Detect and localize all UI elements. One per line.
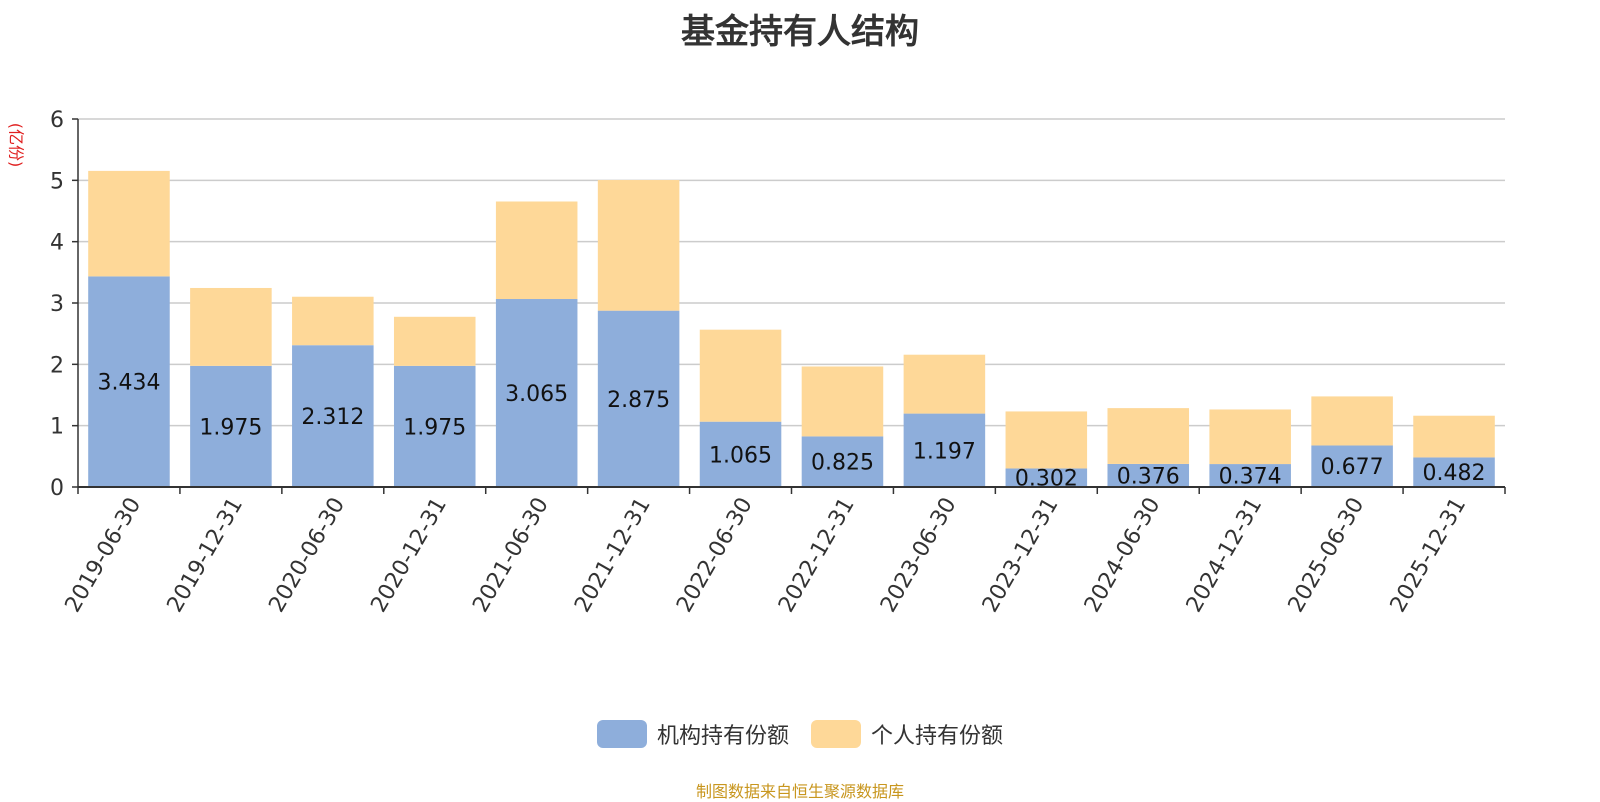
x-tick-label: 2020-06-30 [264, 494, 350, 617]
data-label-institutional: 1.197 [913, 439, 976, 464]
bar-individual [190, 287, 272, 366]
legend-swatch-institutional [596, 720, 647, 748]
x-tick-label: 2025-06-30 [1284, 494, 1370, 617]
bar-individual [1107, 408, 1190, 464]
data-label-institutional: 0.482 [1423, 461, 1486, 486]
bar-individual [903, 354, 986, 414]
legend-swatch-individual [811, 720, 861, 748]
data-label-institutional: 2.875 [607, 388, 670, 413]
data-label-institutional: 1.065 [709, 443, 772, 468]
bar-institutional [699, 421, 782, 487]
x-tick-label: 2019-12-31 [163, 494, 249, 617]
bar-institutional [393, 365, 476, 487]
legend-label-institutional: 机构持有份额 [656, 724, 789, 749]
bar-institutional [1005, 468, 1088, 487]
bar-individual [1209, 409, 1291, 465]
x-tick-label: 2023-12-31 [978, 494, 1064, 617]
bar-individual [393, 316, 476, 366]
bar-individual [597, 180, 680, 311]
x-tick-label: 2023-06-30 [876, 493, 962, 616]
x-tick-label: 2021-06-30 [468, 494, 554, 617]
bar-individual [699, 329, 782, 422]
bar-institutional [190, 365, 272, 487]
y-tick-label: 4 [50, 231, 64, 256]
bar-individual [1311, 396, 1393, 446]
y-tick-label: 1 [50, 415, 64, 440]
y-tick-label: 2 [50, 353, 64, 378]
data-label-institutional: 1.975 [199, 415, 262, 440]
y-tick-label: 3 [50, 292, 64, 317]
chart-legend: 机构持有份额 个人持有份额 [0, 718, 1600, 750]
bar-institutional [1311, 445, 1393, 487]
x-tick-label: 2022-12-31 [774, 494, 860, 617]
data-label-institutional: 0.376 [1117, 464, 1180, 489]
data-label-institutional: 3.434 [97, 371, 160, 396]
x-tick-label: 2024-06-30 [1080, 494, 1166, 617]
x-tick-label: 2022-06-30 [672, 494, 758, 617]
bar-institutional [1107, 463, 1190, 487]
bar-individual [801, 366, 884, 437]
legend-label-individual: 个人持有份额 [871, 724, 1004, 749]
x-tick-label: 2021-12-31 [570, 494, 656, 617]
bar-institutional [292, 345, 374, 487]
bar-institutional [903, 413, 986, 487]
bar-institutional [597, 310, 680, 487]
y-tick-label: 5 [50, 169, 64, 194]
bar-chart: 0 1 2 3 4 5 6 3.434 1.975 2.312 1.975 3.065 2.875 1.0… [50, 108, 1506, 617]
y-tick-label: 0 [50, 476, 64, 501]
data-label-institutional: 2.312 [301, 405, 364, 430]
bar-institutional [1413, 457, 1495, 487]
bar-individual [495, 201, 578, 300]
bar-institutional [1209, 464, 1291, 487]
data-label-institutional: 1.975 [403, 415, 466, 440]
bar-individual [1413, 415, 1495, 458]
bar-individual [88, 170, 170, 277]
bar-individual [292, 296, 374, 346]
data-label-institutional: 3.065 [505, 382, 568, 407]
bar-institutional [801, 436, 884, 487]
data-label-institutional: 0.374 [1219, 465, 1282, 490]
bar-individual [1005, 411, 1088, 469]
chart-title: 基金持有人结构 [681, 12, 919, 52]
x-tick-label: 2024-12-31 [1182, 494, 1268, 617]
data-label-institutional: 0.825 [811, 451, 874, 476]
y-tick-label: 6 [50, 108, 64, 133]
bar-institutional [495, 299, 578, 487]
data-label-institutional: 0.677 [1321, 455, 1384, 480]
data-source-note: 制图数据来自恒生聚源数据库 [695, 782, 904, 801]
x-tick-label: 2019-06-30 [61, 494, 147, 617]
legend-item-individual[interactable]: 个人持有份额 [811, 718, 1003, 750]
legend-item-institutional[interactable]: 机构持有份额 [596, 718, 789, 750]
bar-institutional [88, 276, 170, 487]
x-tick-label: 2020-12-31 [366, 494, 452, 617]
x-tick-label: 2025-12-31 [1386, 494, 1472, 617]
